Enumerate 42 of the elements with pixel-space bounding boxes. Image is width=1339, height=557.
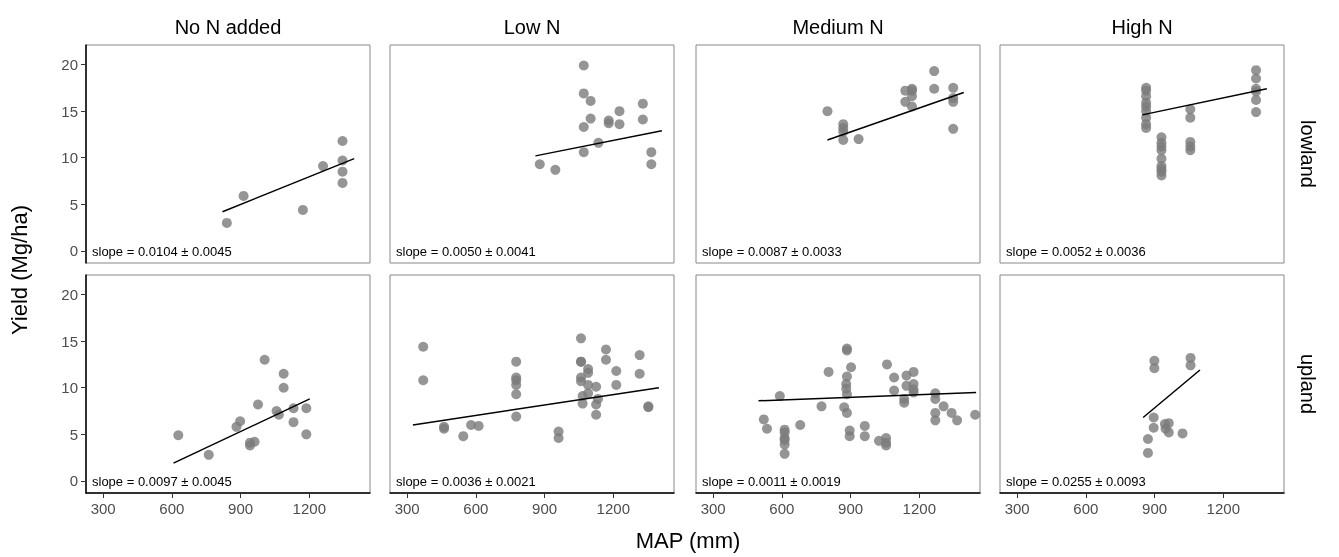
- x-tick-label: 600: [463, 500, 489, 517]
- chart-title: Low N: [503, 16, 561, 38]
- x-tick-label: 600: [769, 500, 795, 517]
- annotation: slope = 0.0255 ± 0.0093: [1006, 474, 1146, 489]
- y-tick-label: 10: [61, 149, 78, 167]
- y-tick-label: 0: [69, 242, 78, 260]
- annotation: slope = 0.0036 ± 0.0021: [396, 474, 536, 489]
- y-tick-label: 0: [69, 472, 78, 490]
- y-tick-label: 5: [69, 425, 78, 443]
- x-tick-label: 300: [700, 500, 726, 517]
- x-axis-title: MAP (mm): [635, 528, 741, 554]
- x-tick-label: 600: [1073, 500, 1099, 517]
- y2-axis-title: upland: [1297, 353, 1319, 415]
- x-tick-label: 1200: [902, 500, 936, 517]
- x-tick-label: 600: [159, 500, 185, 517]
- annotation: slope = 0.0097 ± 0.0045: [92, 474, 232, 489]
- x-tick-label: 900: [1142, 500, 1168, 517]
- annotation: slope = 0.0087 ± 0.0033: [702, 244, 842, 259]
- x-tick-label: 300: [90, 500, 116, 517]
- annotation: slope = 0.0104 ± 0.0045: [92, 244, 232, 259]
- x-tick-label: 1200: [292, 500, 326, 517]
- x-tick-label: 300: [394, 500, 420, 517]
- chart-title: No N added: [174, 16, 282, 38]
- x-tick-label: 1200: [596, 500, 630, 517]
- chart-title: Medium N: [792, 16, 884, 38]
- y-tick-label: 20: [61, 56, 78, 74]
- x-tick-label: 900: [228, 500, 254, 517]
- annotation: slope = 0.0050 ± 0.0041: [396, 244, 536, 259]
- annotation: slope = 0.0011 ± 0.0019: [702, 474, 841, 489]
- chart-title: High N: [1111, 16, 1173, 38]
- y-tick-label: 15: [61, 102, 78, 120]
- y2-axis-title: lowland: [1297, 120, 1319, 188]
- x-tick-label: 300: [1004, 500, 1030, 517]
- y-axis-title: Yield (Mg/ha): [7, 204, 33, 336]
- x-tick-label: 900: [532, 500, 558, 517]
- y-tick-label: 10: [61, 379, 78, 397]
- y-tick-label: 5: [69, 195, 78, 213]
- y-tick-label: 20: [61, 286, 78, 304]
- annotation: slope = 0.0052 ± 0.0036: [1006, 244, 1146, 259]
- x-tick-label: 1200: [1206, 500, 1240, 517]
- y-tick-label: 15: [61, 332, 78, 350]
- x-tick-label: 900: [838, 500, 864, 517]
